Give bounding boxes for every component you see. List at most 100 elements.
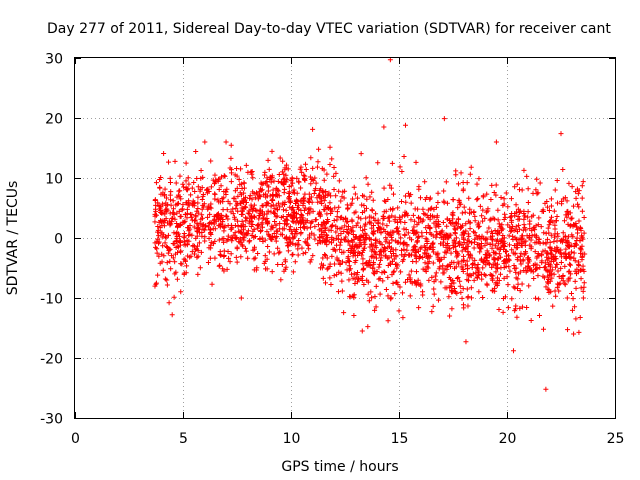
- data-point: [243, 215, 249, 221]
- ticks: [75, 58, 616, 419]
- data-point: [252, 255, 258, 261]
- data-point: [402, 232, 408, 238]
- data-point: [355, 195, 361, 201]
- data-point: [564, 198, 570, 204]
- data-point: [551, 208, 557, 214]
- data-point: [392, 261, 398, 267]
- data-point: [238, 166, 244, 172]
- data-point: [492, 285, 498, 291]
- data-point: [333, 170, 339, 176]
- data-point: [369, 225, 375, 231]
- data-point: [405, 277, 411, 283]
- data-point: [510, 348, 516, 354]
- data-point: [405, 212, 411, 218]
- data-point: [302, 239, 308, 245]
- data-point: [388, 249, 394, 255]
- data-point: [409, 237, 415, 243]
- data-point: [461, 305, 467, 311]
- data-point: [207, 211, 213, 217]
- data-point: [309, 219, 315, 225]
- data-point: [265, 200, 271, 206]
- data-point: [468, 210, 474, 216]
- data-point: [273, 214, 279, 220]
- data-point: [301, 172, 307, 178]
- data-point: [324, 242, 330, 248]
- data-point: [449, 211, 455, 217]
- data-point: [295, 246, 301, 252]
- data-point: [399, 169, 405, 175]
- data-point: [365, 291, 371, 297]
- data-point: [438, 279, 444, 285]
- data-point: [451, 245, 457, 251]
- data-point: [423, 253, 429, 259]
- data-point: [196, 240, 202, 246]
- data-point: [385, 215, 391, 221]
- data-point: [304, 225, 310, 231]
- data-point: [185, 253, 191, 259]
- data-point: [265, 188, 271, 194]
- data-point: [442, 285, 448, 291]
- data-point: [332, 205, 338, 211]
- data-point: [205, 260, 211, 266]
- data-point: [296, 179, 302, 185]
- data-point: [208, 245, 214, 251]
- data-point: [502, 249, 508, 255]
- data-point: [391, 191, 397, 197]
- data-point: [395, 205, 401, 211]
- data-point: [559, 198, 565, 204]
- data-point: [211, 221, 217, 227]
- data-point: [153, 206, 159, 212]
- data-point: [364, 196, 370, 202]
- data-point: [475, 272, 481, 278]
- data-point: [241, 190, 247, 196]
- data-point: [216, 237, 222, 243]
- data-point: [257, 194, 263, 200]
- data-point: [511, 284, 517, 290]
- data-point: [375, 160, 381, 166]
- data-point: [414, 239, 420, 245]
- data-point: [333, 248, 339, 254]
- data-point: [424, 229, 430, 235]
- data-point: [520, 258, 526, 264]
- data-point: [195, 225, 201, 231]
- data-point: [474, 265, 480, 271]
- data-point: [267, 193, 273, 199]
- data-point: [517, 305, 523, 311]
- data-point: [487, 217, 493, 223]
- data-point: [493, 192, 499, 198]
- data-point: [501, 217, 507, 223]
- data-point: [371, 215, 377, 221]
- data-point: [241, 185, 247, 191]
- data-point: [401, 154, 407, 160]
- data-point: [229, 226, 235, 232]
- data-point: [223, 139, 229, 145]
- data-point: [172, 271, 178, 277]
- data-point: [348, 226, 354, 232]
- data-point: [198, 249, 204, 255]
- data-point: [350, 275, 356, 281]
- data-point: [349, 246, 355, 252]
- data-point: [262, 253, 268, 259]
- data-point: [218, 216, 224, 222]
- data-point: [257, 228, 263, 234]
- data-point: [317, 210, 323, 216]
- data-point: [211, 241, 217, 247]
- data-point: [378, 252, 384, 258]
- data-point: [579, 195, 585, 201]
- data-point: [446, 275, 452, 281]
- data-point: [158, 210, 164, 216]
- data-point: [506, 242, 512, 248]
- data-point: [435, 199, 441, 205]
- data-point: [281, 182, 287, 188]
- data-point: [322, 224, 328, 230]
- data-point: [329, 253, 335, 259]
- data-point: [152, 197, 158, 203]
- data-point: [307, 210, 313, 216]
- data-point: [282, 178, 288, 184]
- data-point: [544, 254, 550, 260]
- data-point: [447, 285, 453, 291]
- data-point: [317, 199, 323, 205]
- data-point: [194, 228, 200, 234]
- y-tick-label: 30: [45, 52, 63, 68]
- data-point: [513, 265, 519, 271]
